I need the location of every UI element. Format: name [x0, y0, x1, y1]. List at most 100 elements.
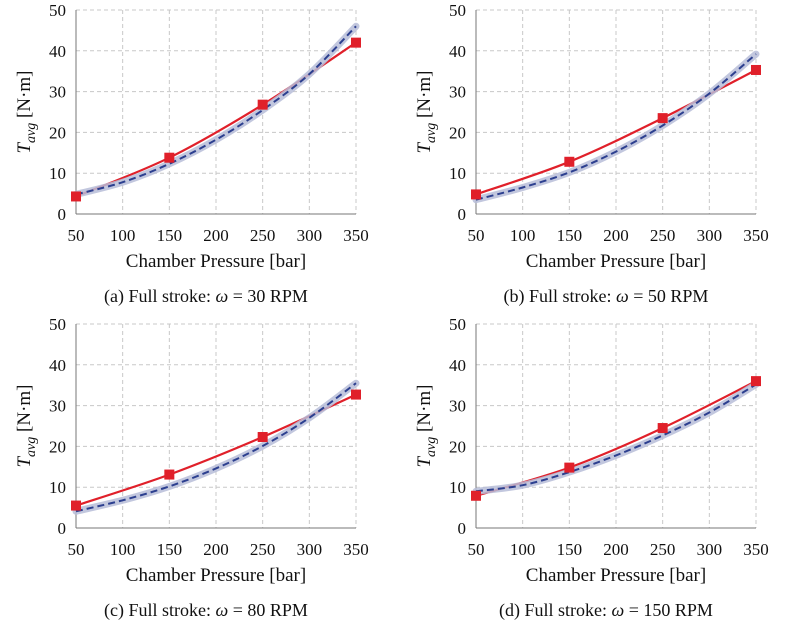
y-axis-title: Tavg [N·m] — [414, 384, 439, 467]
y-axis-title: Tavg [N·m] — [414, 70, 439, 153]
x-tick-label: 250 — [250, 540, 276, 559]
measured-point-a — [257, 99, 268, 110]
x-tick-label: 50 — [468, 540, 485, 559]
x-tick-label: 150 — [557, 226, 583, 245]
x-tick-label: 100 — [510, 540, 536, 559]
model-line-d — [475, 383, 757, 493]
x-axis-title: Chamber Pressure [bar] — [526, 565, 706, 586]
caption-prefix: (b) Full stroke: — [504, 286, 617, 307]
chart-svg-d: 0 10 20 30 40 50 50 100 150 200 250 300 350 Chamber P… — [414, 315, 769, 621]
y-axis-title-subscript: avg — [424, 437, 439, 457]
x-tick-label: 200 — [603, 226, 629, 245]
y-tick-label: 0 — [58, 205, 67, 224]
y-tick-label: 50 — [449, 315, 466, 334]
caption-omega: ω — [216, 600, 229, 620]
grid-d — [476, 323, 757, 528]
y-tick-label: 30 — [449, 397, 466, 416]
y-tick-label: 20 — [49, 437, 66, 456]
x-tick-label: 300 — [697, 226, 723, 245]
measured-point-c — [71, 500, 81, 511]
y-tick-label: 50 — [49, 1, 66, 20]
caption-omega: ω — [216, 286, 229, 306]
y-axis-title-subscript: avg — [424, 123, 439, 143]
caption-suffix: = 50 RPM — [629, 286, 709, 306]
y-axis-title-unit: [N·m] — [14, 384, 35, 436]
x-tick-label: 200 — [603, 540, 629, 559]
y-tick-label: 0 — [458, 205, 467, 224]
x-tick-label: 200 — [203, 226, 229, 245]
measured-point-c — [164, 469, 175, 480]
chart-panel-d: 0 10 20 30 40 50 50 100 150 200 250 300 350 Chamber P… — [400, 314, 800, 628]
y-tick-label: 20 — [49, 123, 66, 142]
y-tick-label: 20 — [449, 123, 466, 142]
y-axis-title: Tavg [N·m] — [14, 70, 39, 153]
measured-point-b — [657, 113, 668, 124]
y-axis-title-subscript: avg — [24, 437, 39, 457]
y-axis-title-symbol: T — [14, 456, 35, 468]
measured-point-a — [71, 191, 81, 202]
x-tick-label: 200 — [203, 540, 229, 559]
measured-point-c — [351, 389, 361, 400]
chart-panel-b: 0 10 20 30 40 50 50 100 150 200 250 300 350 Chamber P… — [400, 0, 800, 314]
x-tick-label: 350 — [743, 540, 769, 559]
chart-svg-b: 0 10 20 30 40 50 50 100 150 200 250 300 350 Chamber P… — [414, 1, 769, 307]
caption-b: (b) Full stroke: ω = 50 RPM — [504, 286, 709, 307]
y-tick-label: 40 — [449, 42, 466, 61]
x-tick-label: 150 — [157, 226, 183, 245]
measured-point-a — [351, 37, 361, 48]
y-tick-label: 0 — [58, 519, 67, 538]
y-tick-label: 50 — [49, 315, 66, 334]
y-tick-label: 30 — [449, 83, 466, 102]
y-tick-label: 40 — [449, 356, 466, 375]
x-tick-label: 50 — [68, 540, 85, 559]
x-tick-label: 50 — [68, 226, 85, 245]
measured-point-b — [471, 189, 481, 200]
y-axis-title-symbol: T — [14, 142, 35, 154]
y-tick-label: 10 — [49, 478, 66, 497]
x-tick-label: 150 — [557, 540, 583, 559]
x-tick-label: 250 — [650, 226, 676, 245]
x-tick-label: 350 — [343, 540, 369, 559]
y-tick-label: 30 — [49, 397, 66, 416]
x-tick-label: 50 — [468, 226, 485, 245]
y-axis-title-subscript: avg — [24, 123, 39, 143]
x-tick-label: 300 — [297, 226, 323, 245]
caption-a: (a) Full stroke: ω = 30 RPM — [104, 286, 308, 307]
x-tick-label: 150 — [157, 540, 183, 559]
model-line-c — [75, 382, 357, 513]
measured-point-d — [751, 376, 761, 387]
x-tick-label: 100 — [110, 226, 136, 245]
y-tick-label: 20 — [449, 437, 466, 456]
caption-suffix: = 80 RPM — [228, 600, 308, 620]
caption-omega: ω — [616, 286, 629, 306]
chart-panel-a: 0 10 20 30 40 50 50 100 150 200 250 300 350 Chamber P… — [0, 0, 400, 314]
caption-prefix: (a) Full stroke: — [104, 286, 215, 307]
y-tick-label: 0 — [458, 519, 467, 538]
x-tick-label: 100 — [110, 540, 136, 559]
x-tick-label: 250 — [650, 540, 676, 559]
model-line-a — [75, 25, 357, 196]
model-line-b — [475, 53, 757, 201]
caption-d: (d) Full stroke: ω = 150 RPM — [499, 600, 713, 621]
y-axis-title-symbol: T — [414, 142, 435, 154]
y-axis-title: Tavg [N·m] — [14, 384, 39, 467]
measured-point-d — [564, 462, 575, 473]
y-tick-label: 50 — [449, 1, 466, 20]
y-axis-title-unit: [N·m] — [14, 70, 35, 122]
measured-point-c — [257, 432, 268, 443]
x-tick-label: 300 — [697, 540, 723, 559]
x-tick-label: 250 — [250, 226, 276, 245]
y-tick-label: 10 — [449, 478, 466, 497]
caption-suffix: = 30 RPM — [228, 286, 308, 306]
x-tick-label: 350 — [343, 226, 369, 245]
y-axis-title-unit: [N·m] — [414, 384, 435, 436]
x-axis-title: Chamber Pressure [bar] — [526, 251, 706, 272]
chart-svg-c: 0 10 20 30 40 50 50 100 150 200 250 300 350 Chamber P… — [14, 315, 369, 621]
caption-prefix: (c) Full stroke: — [104, 600, 215, 621]
grid-b — [476, 9, 757, 214]
caption-prefix: (d) Full stroke: — [499, 600, 612, 621]
caption-c: (c) Full stroke: ω = 80 RPM — [104, 600, 308, 621]
caption-suffix: = 150 RPM — [624, 600, 713, 620]
x-axis-title: Chamber Pressure [bar] — [126, 565, 306, 586]
y-tick-label: 40 — [49, 42, 66, 61]
